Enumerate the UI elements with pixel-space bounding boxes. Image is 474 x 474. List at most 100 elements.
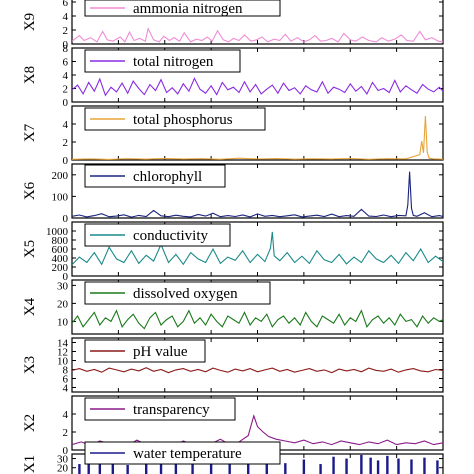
y-tick-label: 8	[63, 365, 69, 377]
legend-entry: chlorophyll	[133, 169, 202, 185]
y-tick-label: 0	[63, 445, 69, 457]
panel-x6: 0 100 200 X6 chlorophyll	[22, 163, 444, 225]
panel-x9: 0 2 4 6 X9 ammonia nitrogen	[22, 0, 444, 51]
y-tick-label: 1000	[46, 226, 69, 238]
y-tick-label: 400	[52, 253, 69, 265]
y-tick-label: 10	[57, 316, 69, 328]
y-tick-label: 6	[63, 0, 69, 9]
temperature-bar	[345, 458, 348, 474]
y-tick-label: 4	[63, 383, 69, 395]
y-tick-label: 800	[52, 235, 69, 247]
panel-x7: 0 2 4 X7 total phosphorus	[22, 105, 444, 167]
y-tick-label: 20	[57, 463, 69, 474]
y-axis-label: X4	[22, 297, 38, 316]
legend-box	[84, 397, 236, 421]
y-tick-label: 2	[63, 25, 69, 37]
legend-box	[84, 281, 271, 305]
y-tick-label: 4	[63, 11, 69, 23]
y-tick-label: 0	[63, 271, 69, 283]
legend-box	[84, 441, 281, 465]
legend-box	[84, 223, 231, 247]
y-tick-label: 6	[63, 374, 69, 386]
y-tick-label: 0	[63, 213, 69, 225]
temperature-bar	[436, 460, 439, 474]
legend-box	[84, 164, 226, 188]
series-line-x3	[72, 367, 443, 374]
legend-box	[84, 49, 241, 73]
temperature-bar	[174, 463, 178, 474]
series-line-x8	[72, 77, 443, 97]
y-tick-label: 0	[63, 155, 69, 167]
series-line-x4	[72, 309, 443, 330]
legend-box	[84, 107, 266, 131]
series-line-x9	[72, 26, 443, 43]
y-tick-label: 6	[63, 57, 69, 69]
temperature-bar	[319, 464, 322, 474]
legend-entry: total phosphorus	[133, 112, 233, 128]
temperature-bar	[98, 462, 102, 474]
temperature-bar	[332, 456, 335, 474]
temperature-bar	[369, 457, 372, 474]
y-tick-label: 600	[52, 244, 69, 256]
temperature-bar	[145, 461, 148, 474]
y-tick-label: 4	[63, 70, 69, 82]
temperature-bar	[126, 464, 129, 474]
temperature-bar	[78, 464, 81, 474]
temperature-bar	[247, 462, 250, 474]
temperature-bar	[410, 459, 413, 474]
y-axis-label: X6	[22, 181, 38, 200]
series-line-x2	[72, 413, 443, 447]
temperature-bar	[159, 457, 163, 474]
temperature-bar	[302, 459, 306, 474]
temperature-bar	[376, 460, 380, 474]
y-axis-label: X7	[22, 123, 38, 142]
y-tick-label: 100	[52, 191, 69, 203]
y-tick-label: 12	[57, 347, 68, 359]
y-tick-label: 2	[63, 84, 69, 96]
legend-entry: total nitrogen	[133, 54, 214, 70]
panel-x8: 02 46 8 X8 total nitrogen	[22, 43, 444, 109]
temperature-bar	[265, 461, 268, 474]
temperature-bar	[191, 460, 194, 474]
y-axis-label: X9	[22, 13, 38, 31]
series-line-x6	[72, 171, 443, 218]
y-tick-label: 0	[63, 97, 69, 109]
y-axis-label: X8	[22, 66, 38, 84]
legend-box	[84, 0, 281, 17]
y-axis-label: X3	[22, 356, 38, 374]
y-axis-label: X1	[22, 455, 38, 473]
y-tick-label: 20	[57, 298, 69, 310]
panel-x4: 10 20 30 X4 dissolved oxygen	[22, 279, 444, 335]
temperature-bar	[284, 463, 287, 474]
y-tick-label: 8	[63, 43, 69, 55]
panel-x2: 0 2 4 X2 transparency	[22, 395, 444, 457]
legend-entry: dissolved oxygen	[133, 286, 238, 302]
y-tick-label: 4	[63, 119, 69, 131]
temperature-bar	[228, 458, 231, 474]
temperature-bar	[386, 455, 389, 474]
temperature-bar	[111, 458, 115, 474]
legend-entry: pH value	[133, 344, 188, 360]
y-axis-label: X2	[22, 414, 38, 432]
y-tick-label: 200	[52, 170, 69, 182]
y-tick-label: 30	[57, 454, 69, 466]
temperature-bar	[397, 458, 400, 474]
legend-box	[84, 339, 206, 363]
legend-entry: conductivity	[133, 228, 208, 244]
y-tick-label: 30	[57, 280, 69, 292]
y-tick-label: 10	[57, 356, 69, 368]
legend-entry: water temperature	[133, 446, 242, 462]
temperature-bar	[360, 454, 363, 474]
temperature-bar	[423, 457, 426, 474]
y-axis-label: X5	[22, 240, 38, 258]
series-line-x5	[72, 231, 443, 266]
y-tick-label: 14	[57, 338, 69, 350]
temperature-bar	[87, 459, 90, 474]
y-tick-label: 2	[63, 137, 69, 149]
series-line-x7	[72, 115, 443, 160]
legend-entry: ammonia nitrogen	[133, 1, 243, 17]
